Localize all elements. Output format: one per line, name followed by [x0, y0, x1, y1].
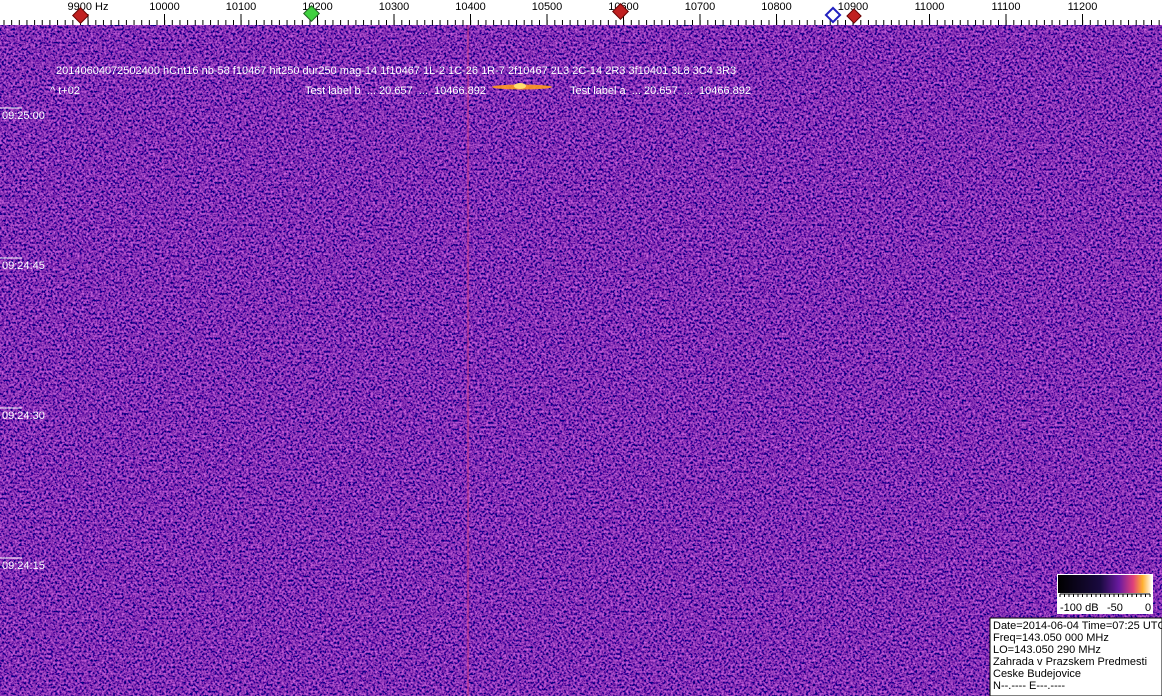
info-lines: Date=2014-06-04 Time=07:25 UTCFreq=143.0… — [993, 620, 1162, 692]
colorbar-label: -50 — [1107, 602, 1123, 614]
frequency-label: 11100 — [992, 1, 1021, 13]
marker — [303, 5, 320, 22]
time-label: 09:24:30 — [2, 410, 45, 422]
info-line: Date=2014-06-04 Time=07:25 UTC — [993, 620, 1162, 632]
frequency-label: 9900 Hz — [68, 1, 109, 13]
info-line: LO=143.050 290 MHz — [993, 644, 1101, 656]
waterfall-noise — [0, 25, 1162, 696]
header-prefix: ^ t+02 — [50, 85, 80, 97]
frequency-label: 10500 — [532, 1, 563, 13]
frequency-label: 10100 — [226, 1, 257, 13]
info-line: Freq=143.050 000 MHz — [993, 632, 1109, 644]
marker — [72, 7, 89, 24]
frequency-label: 10800 — [761, 1, 792, 13]
frequency-label: 10900 — [838, 1, 869, 13]
time-label: 09:24:45 — [2, 260, 45, 272]
colorbar — [1058, 575, 1152, 593]
markers — [72, 3, 862, 24]
frequency-label: 11200 — [1068, 1, 1098, 13]
info-line: Ceske Budejovice — [993, 668, 1081, 680]
header-line: 20140604072502400 hCnt16 nb-58 f10467 hi… — [56, 65, 736, 77]
info-line: Zahrada v Prazskem Predmesti — [993, 656, 1147, 668]
info-box — [989, 617, 1162, 696]
colorbar-ticks — [1059, 593, 1151, 597]
frequency-label: 10400 — [455, 1, 486, 13]
label-b: Test label b ... 20.657 ... 10466.892 — [305, 85, 486, 97]
colorbar-label: -100 dB — [1060, 602, 1099, 614]
time-label: 09:25:00 — [2, 110, 45, 122]
frequency-label: 10700 — [685, 1, 716, 13]
time-label: 09:24:15 — [2, 560, 45, 572]
frequency-label: 10300 — [379, 1, 410, 13]
label-a: Test label a ... 20.657 ... 10466.892 — [570, 85, 751, 97]
colorbar-label: 0 — [1145, 602, 1151, 614]
info-line: N--.---- E---.---- — [993, 680, 1065, 692]
frequency-label: 10000 — [149, 1, 180, 13]
marker — [612, 3, 629, 20]
marker — [824, 6, 842, 24]
meteor-core — [514, 83, 526, 89]
frequency-label: 11000 — [915, 1, 945, 13]
marker — [846, 8, 862, 24]
time-labels: 09:25:00 09:24:45 09:24:30 09:24:15 — [0, 107, 45, 572]
